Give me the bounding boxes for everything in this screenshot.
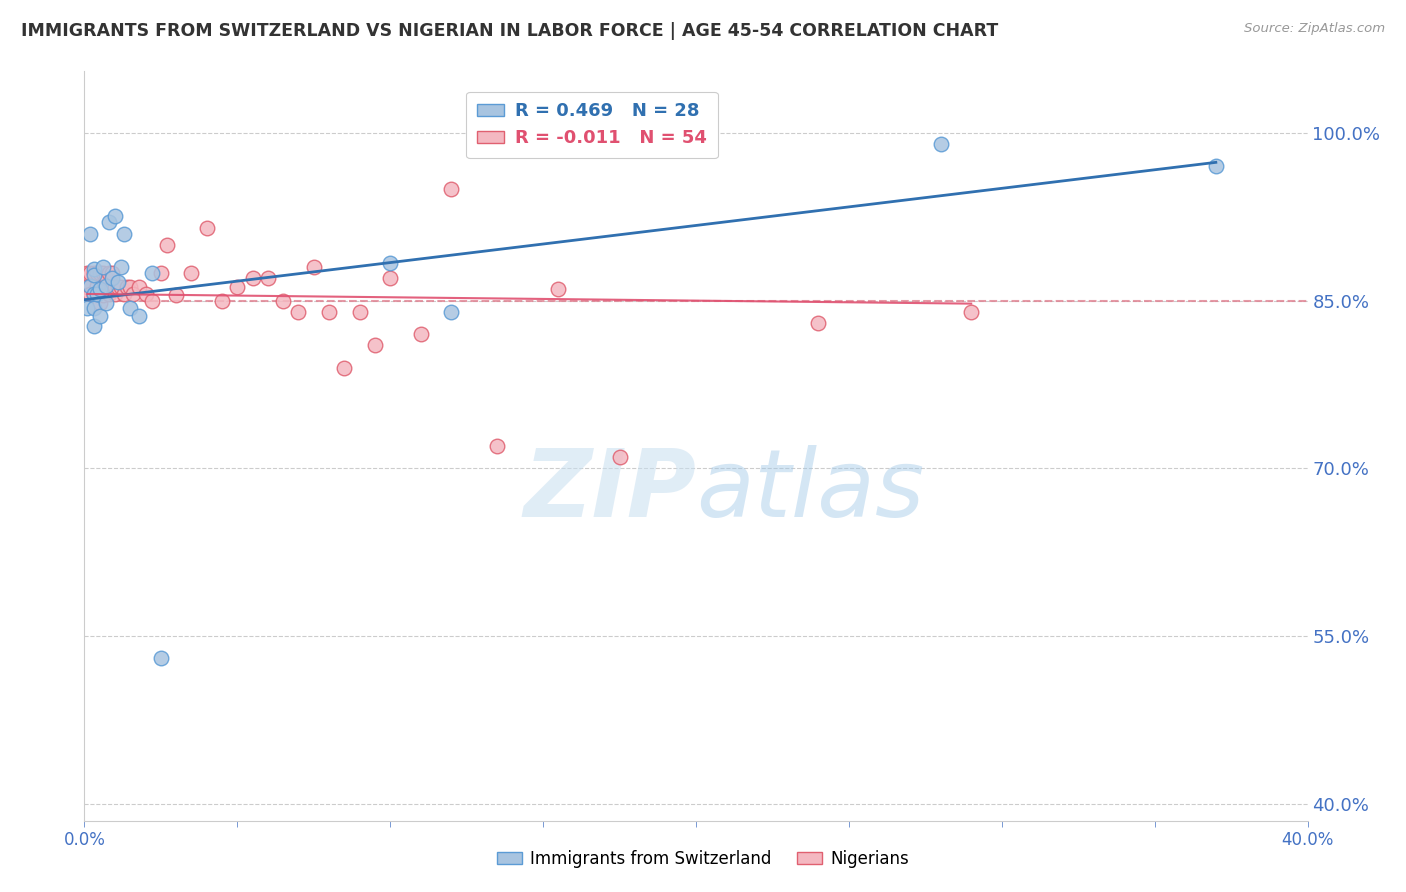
Point [91,260,114,274]
Point [149,266,172,280]
Point [380,255,402,269]
Point [440,182,463,196]
Point [83,319,105,334]
Point [333,360,356,375]
Point [83,301,105,316]
Point [79,286,101,301]
Point [83,286,105,301]
Point [110,280,132,294]
Point [104,286,127,301]
Point [135,286,157,301]
Point [141,293,163,308]
Point [83,268,105,282]
Point [115,280,138,294]
Legend: Immigrants from Switzerland, Nigerians: Immigrants from Switzerland, Nigerians [491,844,915,875]
Point [211,293,233,308]
Point [128,310,150,324]
Point [79,279,101,293]
Point [318,305,340,319]
Point [165,288,187,302]
Point [271,293,294,308]
Point [79,266,101,280]
Point [929,136,952,151]
Point [76,280,98,294]
Point [94,280,117,294]
Point [101,266,124,280]
Point [97,286,120,301]
Point [128,280,150,294]
Point [242,271,264,285]
Point [97,215,120,229]
Point [180,266,202,280]
Point [89,296,111,310]
Point [76,301,98,316]
Point [110,260,132,274]
Text: atlas: atlas [696,445,924,536]
Point [101,271,124,285]
Point [89,266,111,280]
Point [287,305,309,319]
Point [409,327,432,342]
Point [94,296,117,310]
Point [86,286,108,301]
Point [141,266,163,280]
Point [83,266,105,280]
Point [112,227,135,241]
Point [149,651,172,665]
Point [302,260,325,274]
Point [122,286,145,301]
Point [349,305,371,319]
Point [94,271,117,285]
Point [104,280,127,294]
Text: IMMIGRANTS FROM SWITZERLAND VS NIGERIAN IN LABOR FORCE | AGE 45-54 CORRELATION C: IMMIGRANTS FROM SWITZERLAND VS NIGERIAN … [21,22,998,40]
Text: ZIP: ZIP [523,445,696,537]
Point [83,288,105,302]
Point [807,316,830,330]
Point [104,209,127,223]
Point [94,279,117,293]
Point [226,280,249,294]
Point [83,262,105,277]
Point [440,305,463,319]
Point [1205,160,1227,174]
Point [112,286,135,301]
Point [257,271,280,285]
Text: Source: ZipAtlas.com: Source: ZipAtlas.com [1244,22,1385,36]
Point [86,266,108,280]
Point [89,310,111,324]
Point [120,280,142,294]
Point [89,282,111,296]
Point [380,271,402,285]
Point [547,282,569,296]
Point [107,280,129,294]
Point [97,266,120,280]
Point [86,279,108,293]
Point [107,275,129,289]
Point [91,266,114,280]
Point [609,450,631,465]
Point [101,280,124,294]
Point [195,221,218,235]
Point [486,439,509,453]
Point [79,227,101,241]
Point [364,338,387,352]
Point [156,237,179,252]
Legend: R = 0.469   N = 28, R = -0.011   N = 54: R = 0.469 N = 28, R = -0.011 N = 54 [467,92,717,158]
Point [91,288,114,302]
Point [83,286,105,301]
Point [120,301,142,316]
Point [960,305,983,319]
Point [76,266,98,280]
